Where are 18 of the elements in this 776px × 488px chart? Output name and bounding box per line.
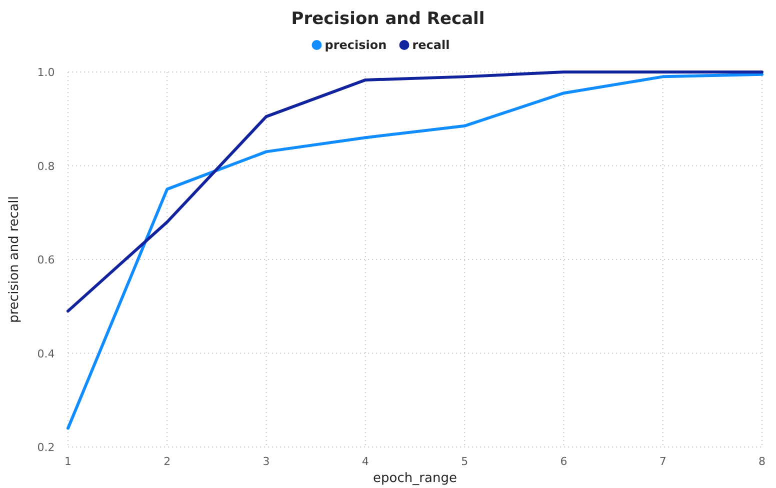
y-tick-label: 0.2 xyxy=(37,441,55,454)
legend-label: precision xyxy=(324,38,387,52)
y-tick-label: 0.6 xyxy=(37,254,55,266)
x-tick-label: 4 xyxy=(362,455,369,468)
legend-label: recall xyxy=(412,38,450,52)
x-axis-title: epoch_range xyxy=(373,471,457,486)
x-tick-label: 1 xyxy=(64,455,72,468)
y-axis-title: precision and recall xyxy=(7,196,22,323)
x-tick-label: 3 xyxy=(262,455,270,468)
x-tick-label: 7 xyxy=(659,455,666,468)
y-tick-label: 0.8 xyxy=(37,160,55,173)
y-tick-label: 0.4 xyxy=(37,347,55,360)
y-tick-label: 1.0 xyxy=(37,66,55,79)
chart-title: Precision and Recall xyxy=(291,9,485,29)
x-tick-label: 5 xyxy=(461,455,468,468)
x-tick-label: 6 xyxy=(560,455,568,468)
x-tick-label: 8 xyxy=(758,455,766,468)
x-tick-label: 2 xyxy=(164,455,171,468)
